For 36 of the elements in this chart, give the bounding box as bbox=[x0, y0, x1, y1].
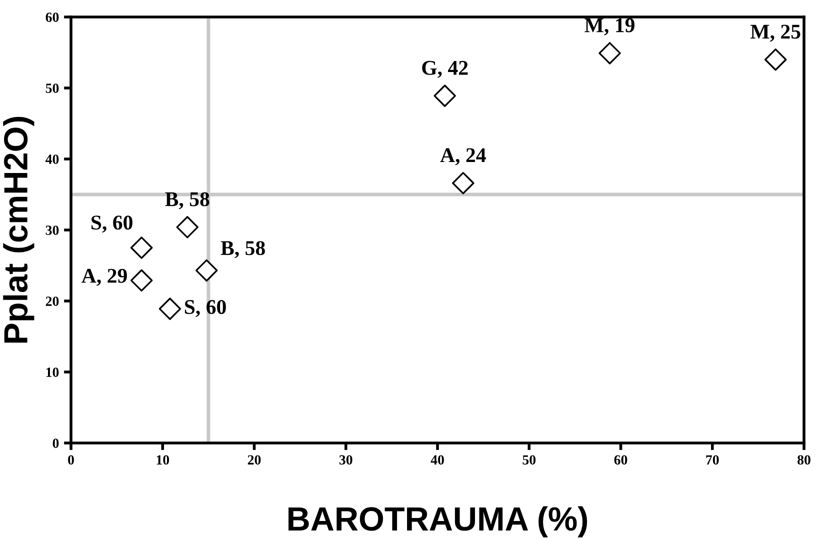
x-tick-label: 30 bbox=[339, 455, 352, 465]
annotation: G, 42 bbox=[422, 60, 468, 78]
x-axis-title: BAROTRAUMA (%) bbox=[288, 506, 588, 538]
annotation: A, 24 bbox=[440, 148, 486, 166]
annotation: S, 60 bbox=[184, 300, 226, 318]
annotation: M, 19 bbox=[584, 18, 634, 36]
y-tick-label: 50 bbox=[46, 84, 59, 93]
y-tick-label: 20 bbox=[46, 296, 59, 306]
x-tick-label: 60 bbox=[614, 455, 628, 465]
point bbox=[598, 42, 621, 64]
x-tick-label: 10 bbox=[156, 455, 170, 465]
x-tick-label: 80 bbox=[798, 455, 810, 465]
point bbox=[195, 259, 218, 282]
x-tick-label: 40 bbox=[430, 455, 444, 465]
point bbox=[452, 172, 474, 194]
annotation: B, 58 bbox=[220, 241, 265, 258]
y-tick-label: 60 bbox=[46, 12, 59, 22]
point bbox=[130, 236, 153, 259]
y-tick-label: 40 bbox=[45, 154, 59, 164]
x-tick-label: 50 bbox=[522, 455, 536, 465]
point bbox=[764, 48, 787, 71]
point bbox=[434, 84, 456, 107]
y-axis-title: Pplat (cmH2O) bbox=[3, 116, 34, 343]
annotation: B, 58 bbox=[165, 192, 210, 210]
x-tick-label: 20 bbox=[248, 455, 261, 465]
annotation: M, 25 bbox=[750, 24, 800, 42]
point bbox=[130, 269, 153, 292]
y-tick-label: 10 bbox=[46, 368, 59, 377]
annotation: A, 29 bbox=[82, 268, 127, 286]
point bbox=[158, 298, 182, 320]
y-tick-label: 30 bbox=[46, 226, 59, 235]
y-tick-label: 0 bbox=[52, 438, 59, 448]
x-tick-label: 0 bbox=[68, 455, 74, 465]
x-tick-label: 70 bbox=[706, 455, 719, 465]
point bbox=[176, 216, 198, 238]
annotation: S, 60 bbox=[91, 216, 132, 233]
